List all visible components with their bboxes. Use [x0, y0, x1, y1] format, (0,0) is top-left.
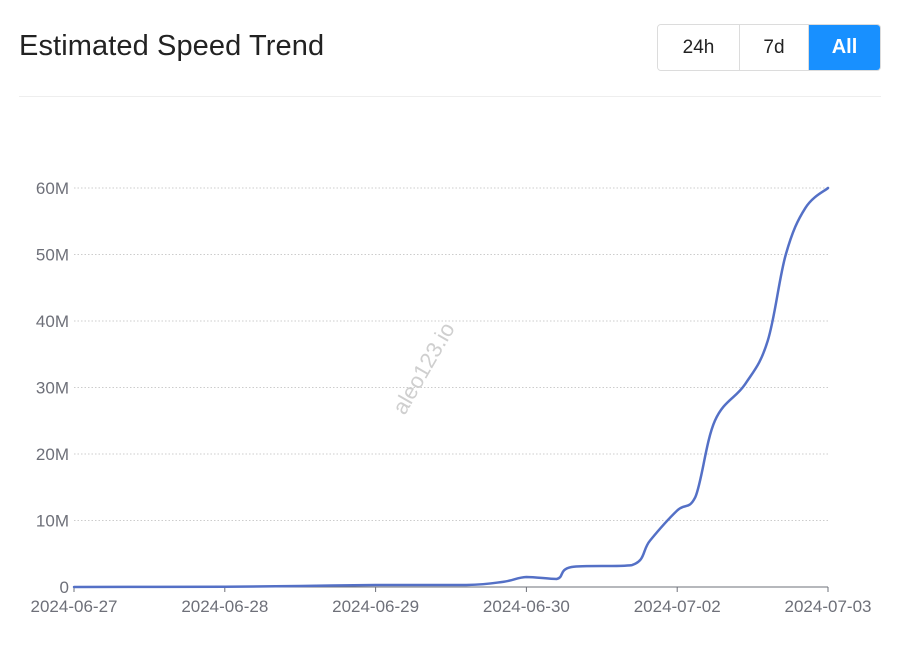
range-24h-button[interactable]: 24h: [658, 25, 739, 70]
y-tick-label: 50M: [36, 246, 69, 265]
x-tick-label: 2024-06-28: [181, 597, 268, 616]
page-title: Estimated Speed Trend: [19, 30, 325, 62]
y-tick-label: 0: [60, 578, 69, 597]
y-tick-label: 10M: [36, 512, 69, 531]
x-tick-label: 2024-07-02: [634, 597, 721, 616]
y-axis: 0 10M 20M 30M 40M 50M 60M: [36, 179, 69, 597]
watermark: aleo123.io: [387, 318, 459, 418]
y-tick-label: 20M: [36, 445, 69, 464]
y-tick-label: 60M: [36, 179, 69, 198]
x-axis: 2024-06-27 2024-06-28 2024-06-29 2024-06-30…: [31, 586, 872, 616]
x-tick-label: 2024-06-30: [483, 597, 570, 616]
speed-series-line: [72, 186, 830, 589]
range-7d-button[interactable]: 7d: [739, 25, 808, 70]
x-tick-label: 2024-06-27: [31, 597, 118, 616]
x-tick-label: 2024-06-29: [332, 597, 419, 616]
range-all-button[interactable]: All: [808, 25, 880, 70]
chart-grid: [74, 187, 828, 521]
range-selector: 24h 7d All: [657, 24, 881, 71]
y-tick-label: 40M: [36, 312, 69, 331]
header-divider: [19, 96, 881, 97]
x-tick-label: 2024-07-03: [785, 597, 872, 616]
y-tick-label: 30M: [36, 379, 69, 398]
